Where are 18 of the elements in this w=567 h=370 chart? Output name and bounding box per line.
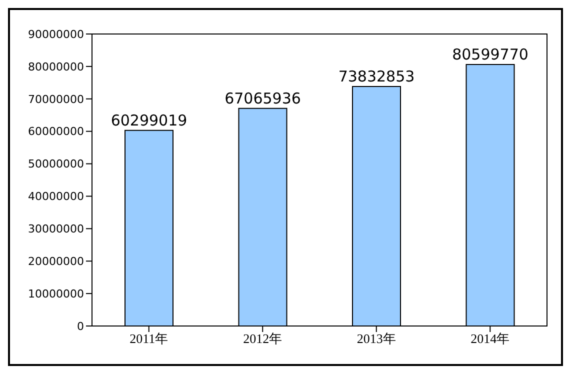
y-tick-label: 70000000 bbox=[28, 92, 84, 106]
data-label: 67065936 bbox=[224, 89, 301, 108]
y-tick-label: 60000000 bbox=[28, 125, 84, 138]
y-tick-label: 50000000 bbox=[28, 158, 84, 171]
x-tick-label: 2011年 bbox=[130, 331, 168, 346]
data-label: 80599770 bbox=[452, 46, 528, 64]
y-tick-label: 80000000 bbox=[28, 60, 84, 74]
x-tick-label: 2014年 bbox=[470, 331, 510, 346]
y-tick-label: 90000000 bbox=[28, 28, 84, 41]
y-tick-label: 20000000 bbox=[28, 255, 84, 268]
x-tick-label: 2013年 bbox=[356, 331, 396, 346]
y-tick-label: 10000000 bbox=[28, 287, 84, 300]
y-tick-label: 0 bbox=[77, 320, 84, 333]
data-label: 60299019 bbox=[110, 111, 188, 130]
x-tick-label: 2012年 bbox=[243, 331, 282, 346]
y-tick-label: 30000000 bbox=[28, 222, 84, 236]
data-label: 73832853 bbox=[338, 67, 415, 86]
y-tick-label: 40000000 bbox=[28, 190, 84, 204]
